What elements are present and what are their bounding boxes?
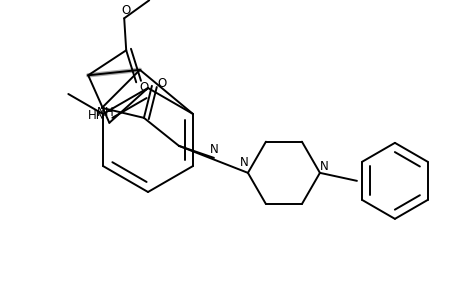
Text: O: O [121,4,130,17]
Text: H: H [105,106,113,119]
Text: N: N [239,156,248,170]
Text: HN: HN [88,110,106,122]
Text: O: O [139,81,149,94]
Text: N: N [97,106,106,119]
Text: N: N [319,160,328,173]
Text: N: N [209,143,218,156]
Text: O: O [157,77,166,90]
